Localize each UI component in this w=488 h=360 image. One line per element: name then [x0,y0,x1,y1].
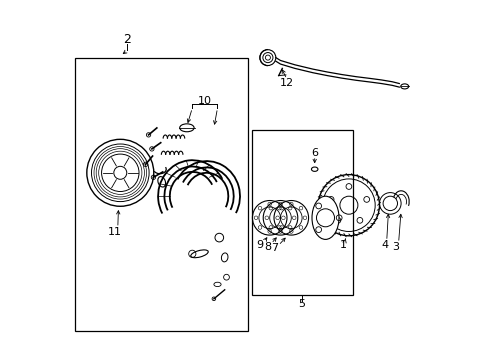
Text: 7: 7 [271,243,278,253]
Text: 2: 2 [123,33,131,46]
Text: 3: 3 [391,242,398,252]
Text: 4: 4 [381,240,387,250]
Bar [251,130,352,295]
Ellipse shape [311,196,338,239]
Bar [75,58,247,331]
Text: 8: 8 [264,242,270,252]
Text: 12: 12 [279,78,293,88]
Text: 11: 11 [108,227,122,237]
Text: 1: 1 [339,240,346,250]
Text: 10: 10 [198,96,211,106]
Text: 5: 5 [298,299,305,309]
Text: 9: 9 [256,240,263,250]
Text: 6: 6 [310,148,318,158]
